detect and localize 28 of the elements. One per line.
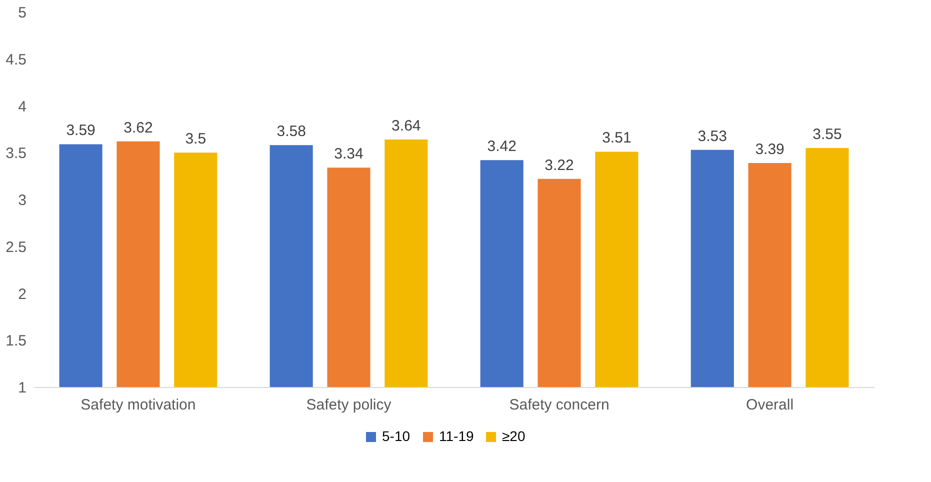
y-tick-label: 1 [18, 380, 26, 396]
data-label: 3.5 [185, 130, 206, 148]
data-label: 3.58 [276, 123, 306, 140]
legend-label: 5-10 [382, 428, 410, 444]
data-label: 3.59 [66, 122, 96, 140]
y-tick-label: 3 [18, 192, 26, 209]
data-label: 3.53 [698, 128, 727, 145]
y-tick-label: 1.5 [6, 332, 26, 350]
data-label: 3.42 [487, 138, 516, 156]
data-label: 3.22 [544, 156, 574, 174]
x-tick-label: Safety policy [306, 396, 392, 414]
data-label: 3.64 [392, 118, 421, 134]
y-tick-label: 2.5 [6, 238, 26, 256]
y-tick-label: 4 [18, 98, 26, 116]
x-tick-label: Safety concern [509, 396, 610, 414]
data-label: 3.39 [755, 140, 784, 158]
legend-label: 11-19 [439, 428, 474, 444]
data-label: 3.55 [812, 126, 842, 143]
y-tick-label: 3.5 [6, 145, 26, 162]
y-tick-label: 2 [18, 286, 26, 303]
x-tick-label: Overall [746, 396, 794, 414]
data-label: 3.34 [334, 146, 364, 163]
y-tick-label: 4.5 [6, 51, 26, 68]
y-tick-label: 5 [18, 4, 26, 22]
data-label: 3.62 [124, 119, 153, 136]
data-label: 3.51 [602, 130, 632, 147]
x-tick-label: Safety motivation [80, 396, 196, 414]
legend-label: ≥20 [502, 428, 526, 444]
